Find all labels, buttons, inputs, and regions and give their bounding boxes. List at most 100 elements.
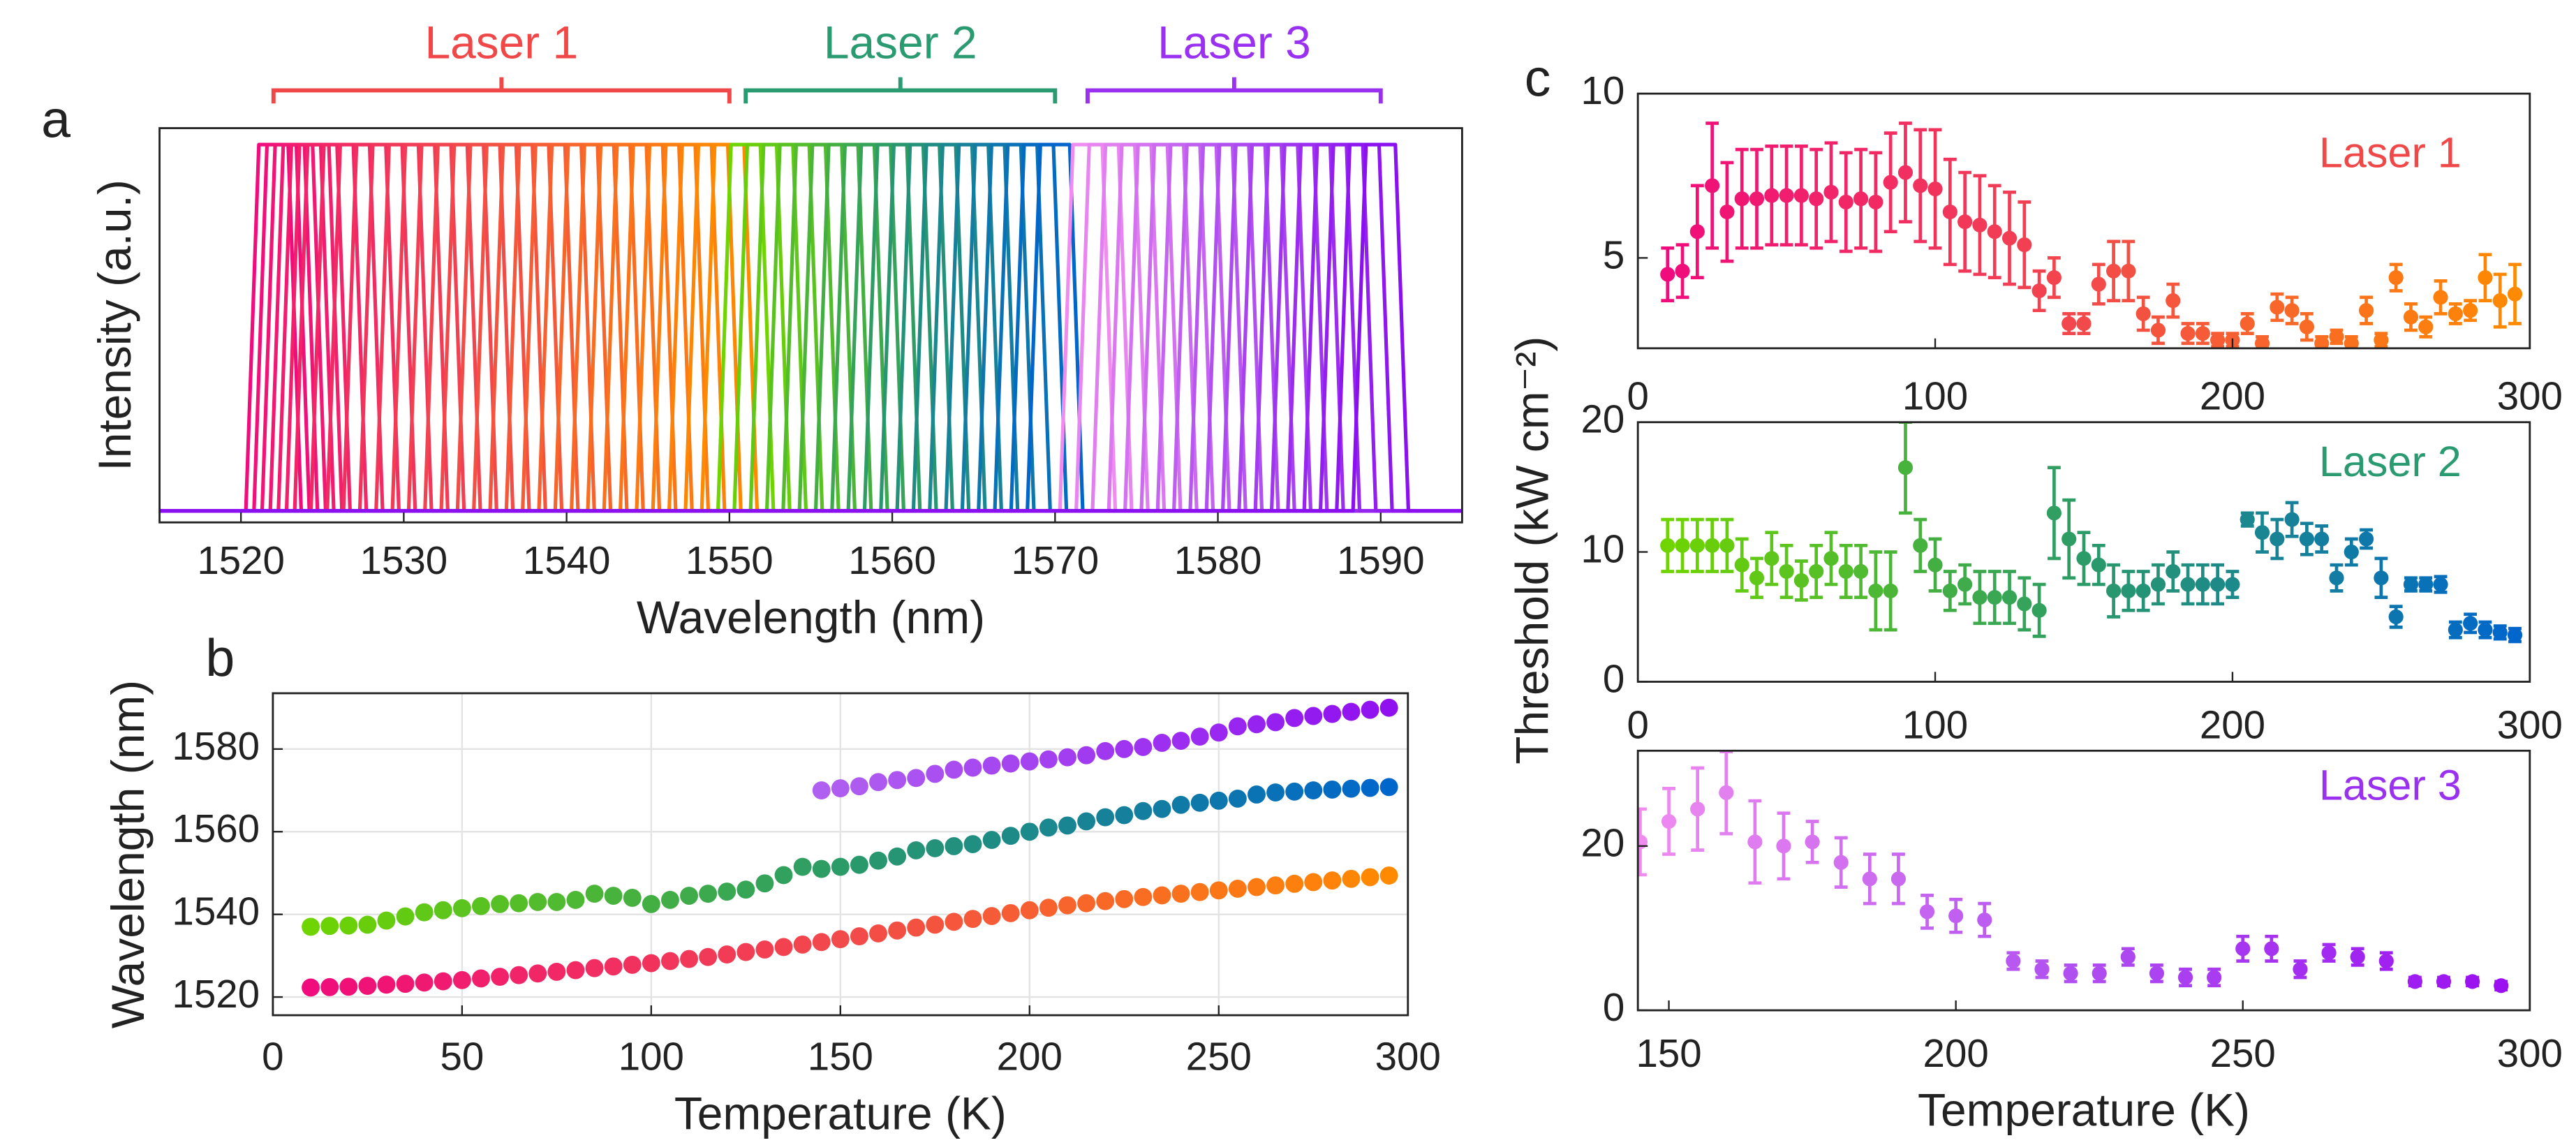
- point: [831, 930, 850, 949]
- plot-area: [159, 142, 1463, 513]
- y-tick-label: 10: [1581, 527, 1625, 571]
- point: [2314, 336, 2330, 348]
- point: [1039, 899, 1058, 917]
- point: [1153, 886, 1171, 905]
- point: [661, 891, 679, 909]
- point: [2321, 945, 2337, 961]
- point: [604, 887, 623, 905]
- point: [1823, 184, 1839, 200]
- point: [2210, 577, 2226, 592]
- point: [1957, 214, 1973, 230]
- point: [2046, 270, 2061, 286]
- axes-box: [1636, 749, 2531, 1012]
- point: [1039, 818, 1058, 837]
- point: [1342, 779, 1361, 798]
- point: [1323, 704, 1342, 723]
- point: [585, 885, 604, 903]
- point: [1660, 538, 1675, 553]
- point: [1883, 583, 1898, 598]
- y-tick-label: 0: [1603, 656, 1624, 700]
- point: [2293, 961, 2308, 977]
- point: [1020, 752, 1039, 771]
- point: [661, 952, 679, 970]
- point: [793, 935, 812, 954]
- plot-area: [1638, 751, 2509, 993]
- point: [1749, 191, 1765, 207]
- x-tick-label: 0: [1627, 702, 1648, 746]
- point: [2180, 577, 2196, 592]
- point: [2403, 309, 2419, 325]
- y-tick-label: 20: [1581, 397, 1625, 441]
- point: [963, 835, 982, 853]
- y-tick-label: 1580: [172, 724, 260, 768]
- point: [2120, 950, 2135, 965]
- point: [2180, 326, 2196, 341]
- point: [2240, 512, 2255, 527]
- point: [1361, 700, 1379, 719]
- point: [1266, 713, 1285, 732]
- point: [869, 924, 887, 943]
- point: [2135, 306, 2151, 321]
- x-tick-label: 1530: [360, 538, 448, 582]
- point: [472, 896, 490, 915]
- plot-area: [1660, 422, 2523, 644]
- point: [2465, 974, 2480, 989]
- point: [320, 917, 339, 936]
- point: [510, 966, 528, 984]
- point: [2031, 603, 2047, 618]
- point: [1228, 880, 1247, 898]
- point: [2314, 531, 2330, 547]
- y-axis-label: Wavelength (nm): [102, 680, 154, 1028]
- point: [869, 773, 887, 792]
- x-tick-label: 250: [2210, 1031, 2276, 1075]
- point: [1304, 707, 1323, 725]
- point: [1942, 583, 1957, 598]
- point: [2284, 512, 2300, 527]
- point: [831, 857, 850, 876]
- point: [1793, 188, 1809, 203]
- axes-box: [158, 127, 1463, 524]
- point: [2418, 577, 2434, 592]
- series-label: Laser 1: [2319, 129, 2462, 177]
- point: [888, 771, 907, 790]
- point: [1190, 882, 1209, 901]
- point: [2507, 627, 2523, 643]
- bracket: [271, 77, 732, 104]
- point: [1987, 224, 2002, 239]
- point: [1171, 732, 1190, 750]
- point: [2006, 953, 2021, 969]
- point: [699, 885, 718, 903]
- point: [2264, 941, 2279, 956]
- point: [642, 954, 660, 973]
- point: [2374, 570, 2389, 586]
- point: [302, 978, 320, 997]
- point: [2166, 293, 2181, 309]
- point: [2388, 270, 2404, 286]
- point: [963, 910, 982, 929]
- point: [1675, 538, 1690, 553]
- point: [1001, 903, 1020, 922]
- x-tick-label: 200: [2200, 374, 2265, 418]
- point: [1764, 188, 1779, 203]
- axes-box: [1636, 92, 2531, 350]
- axes-box: [1636, 421, 2531, 683]
- laser-label: Laser 1: [424, 16, 578, 68]
- point: [623, 889, 642, 907]
- point: [907, 918, 926, 937]
- point: [2344, 545, 2359, 560]
- point: [907, 769, 926, 788]
- x-tick-label: 150: [808, 1035, 873, 1079]
- point: [926, 915, 945, 934]
- point: [850, 777, 868, 796]
- point: [2001, 590, 2018, 605]
- point: [1096, 808, 1115, 827]
- point: [2299, 531, 2314, 547]
- point: [945, 913, 963, 931]
- point: [2433, 290, 2448, 305]
- point: [1897, 165, 1914, 180]
- point: [1209, 791, 1228, 810]
- point: [1913, 178, 1928, 193]
- point: [1689, 538, 1705, 553]
- point: [1266, 783, 1285, 802]
- point: [1927, 182, 1943, 197]
